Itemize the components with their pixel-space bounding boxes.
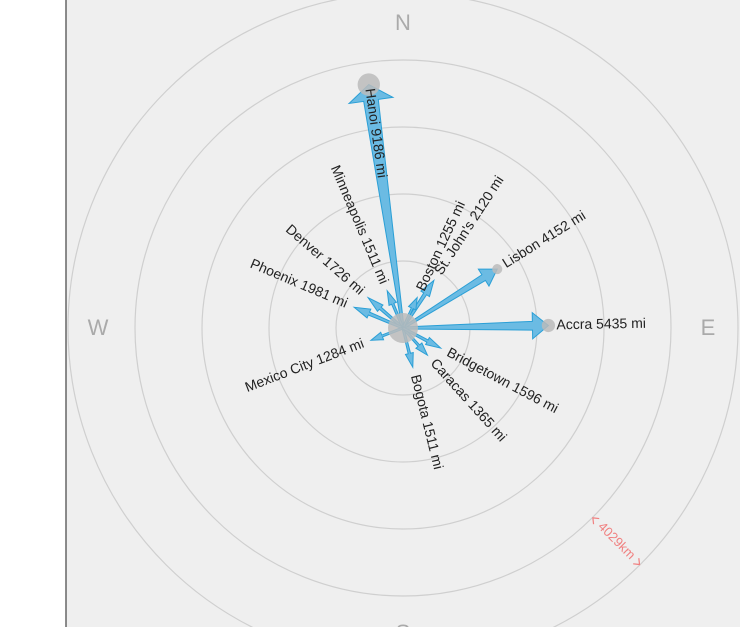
range-ring (201, 126, 605, 530)
origin-dot (388, 313, 418, 343)
destination-dot (492, 264, 503, 275)
compass-label: E (701, 315, 716, 340)
arrow (402, 311, 556, 340)
compass-label: N (395, 10, 411, 35)
scale-arrow (633, 558, 641, 566)
arrow-shape (402, 311, 550, 340)
destination-label: Hanoi 9186 mi (363, 87, 391, 179)
scale-arrow (592, 517, 600, 525)
distance-label: 5435 mi (596, 314, 646, 331)
range-ring (134, 59, 672, 597)
distance-label: 9186 mi (368, 127, 391, 179)
arrow (401, 264, 503, 330)
destination-name: Accra (556, 315, 592, 332)
arrow-shape (347, 83, 405, 329)
arrow (347, 73, 405, 329)
compass-label: W (88, 315, 109, 340)
arrow-shape (401, 268, 499, 330)
destination-dot (541, 318, 556, 333)
destination-dot (357, 73, 380, 96)
compass-label: S (396, 620, 411, 627)
destination-name: Hanoi (363, 87, 384, 125)
range-ring (67, 0, 739, 627)
destination-label: Accra 5435 mi (556, 314, 646, 332)
